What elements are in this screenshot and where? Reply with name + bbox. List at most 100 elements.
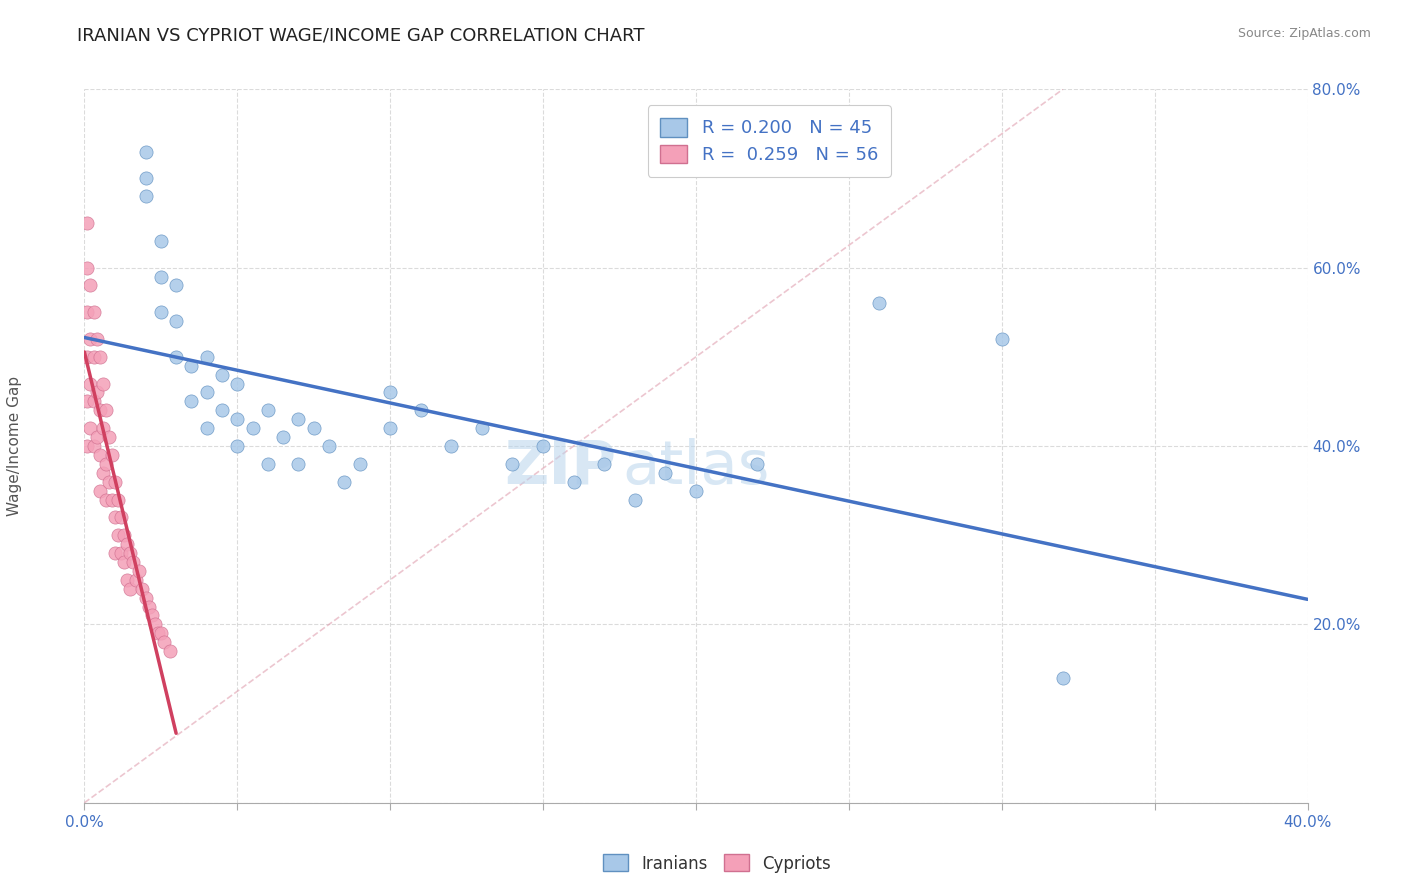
Point bbox=[122, 555, 145, 569]
Point bbox=[502, 457, 524, 471]
Point bbox=[76, 394, 98, 409]
Point bbox=[135, 171, 157, 186]
Point bbox=[76, 350, 98, 364]
Point bbox=[165, 278, 187, 293]
Point bbox=[86, 332, 108, 346]
Point bbox=[86, 385, 108, 400]
Point bbox=[91, 376, 114, 391]
Point bbox=[97, 475, 120, 489]
Point bbox=[83, 394, 105, 409]
Point bbox=[89, 448, 111, 462]
Point bbox=[1052, 671, 1074, 685]
Point bbox=[76, 216, 98, 230]
Point bbox=[83, 439, 105, 453]
Point bbox=[112, 555, 135, 569]
Point bbox=[101, 448, 124, 462]
Point bbox=[226, 376, 249, 391]
Point bbox=[195, 350, 218, 364]
Point bbox=[120, 546, 142, 560]
Point bbox=[115, 573, 138, 587]
Point bbox=[333, 475, 356, 489]
Point bbox=[104, 510, 127, 524]
Point bbox=[409, 403, 432, 417]
Point bbox=[79, 376, 101, 391]
Point bbox=[79, 278, 101, 293]
Point bbox=[349, 457, 371, 471]
Point bbox=[128, 564, 150, 578]
Point bbox=[135, 591, 157, 605]
Point bbox=[89, 483, 111, 498]
Point bbox=[76, 305, 98, 319]
Legend: R = 0.200   N = 45, R =  0.259   N = 56: R = 0.200 N = 45, R = 0.259 N = 56 bbox=[648, 105, 891, 177]
Point bbox=[654, 466, 676, 480]
Text: Source: ZipAtlas.com: Source: ZipAtlas.com bbox=[1237, 27, 1371, 40]
Point bbox=[83, 305, 105, 319]
Y-axis label: Wage/Income Gap: Wage/Income Gap bbox=[7, 376, 22, 516]
Text: ZIP: ZIP bbox=[505, 438, 616, 497]
Point bbox=[101, 492, 124, 507]
Point bbox=[76, 439, 98, 453]
Point bbox=[257, 403, 280, 417]
Point bbox=[380, 421, 402, 435]
Point bbox=[685, 483, 707, 498]
Text: IRANIAN VS CYPRIOT WAGE/INCOME GAP CORRELATION CHART: IRANIAN VS CYPRIOT WAGE/INCOME GAP CORRE… bbox=[77, 27, 645, 45]
Point bbox=[143, 617, 166, 632]
Point bbox=[624, 492, 647, 507]
Point bbox=[135, 189, 157, 203]
Point bbox=[131, 582, 153, 596]
Point bbox=[91, 466, 114, 480]
Point bbox=[97, 430, 120, 444]
Point bbox=[318, 439, 340, 453]
Point bbox=[138, 599, 160, 614]
Point bbox=[165, 350, 187, 364]
Point bbox=[112, 528, 135, 542]
Point bbox=[110, 546, 132, 560]
Point bbox=[107, 492, 129, 507]
Point bbox=[135, 145, 157, 159]
Point bbox=[89, 350, 111, 364]
Point bbox=[211, 403, 233, 417]
Point bbox=[79, 332, 101, 346]
Point bbox=[562, 475, 585, 489]
Point bbox=[593, 457, 616, 471]
Point bbox=[149, 234, 172, 248]
Point bbox=[287, 457, 309, 471]
Point bbox=[159, 644, 181, 658]
Point bbox=[120, 582, 142, 596]
Point bbox=[149, 305, 172, 319]
Point bbox=[115, 537, 138, 551]
Point bbox=[91, 421, 114, 435]
Point bbox=[107, 528, 129, 542]
Point bbox=[83, 350, 105, 364]
Point bbox=[287, 412, 309, 426]
Legend: Iranians, Cypriots: Iranians, Cypriots bbox=[596, 847, 838, 880]
Point bbox=[180, 359, 202, 373]
Point bbox=[195, 385, 218, 400]
Point bbox=[76, 260, 98, 275]
Point bbox=[471, 421, 494, 435]
Point bbox=[94, 457, 117, 471]
Point bbox=[86, 430, 108, 444]
Point bbox=[242, 421, 264, 435]
Point bbox=[146, 626, 169, 640]
Point bbox=[257, 457, 280, 471]
Point bbox=[149, 269, 172, 284]
Point bbox=[79, 421, 101, 435]
Point bbox=[226, 412, 249, 426]
Point bbox=[94, 492, 117, 507]
Point bbox=[125, 573, 148, 587]
Point bbox=[747, 457, 769, 471]
Point bbox=[991, 332, 1014, 346]
Point bbox=[104, 475, 127, 489]
Point bbox=[141, 608, 163, 623]
Point bbox=[380, 385, 402, 400]
Point bbox=[531, 439, 554, 453]
Point bbox=[110, 510, 132, 524]
Point bbox=[211, 368, 233, 382]
Point bbox=[226, 439, 249, 453]
Point bbox=[89, 403, 111, 417]
Point bbox=[180, 394, 202, 409]
Point bbox=[165, 314, 187, 328]
Point bbox=[869, 296, 891, 310]
Point bbox=[302, 421, 325, 435]
